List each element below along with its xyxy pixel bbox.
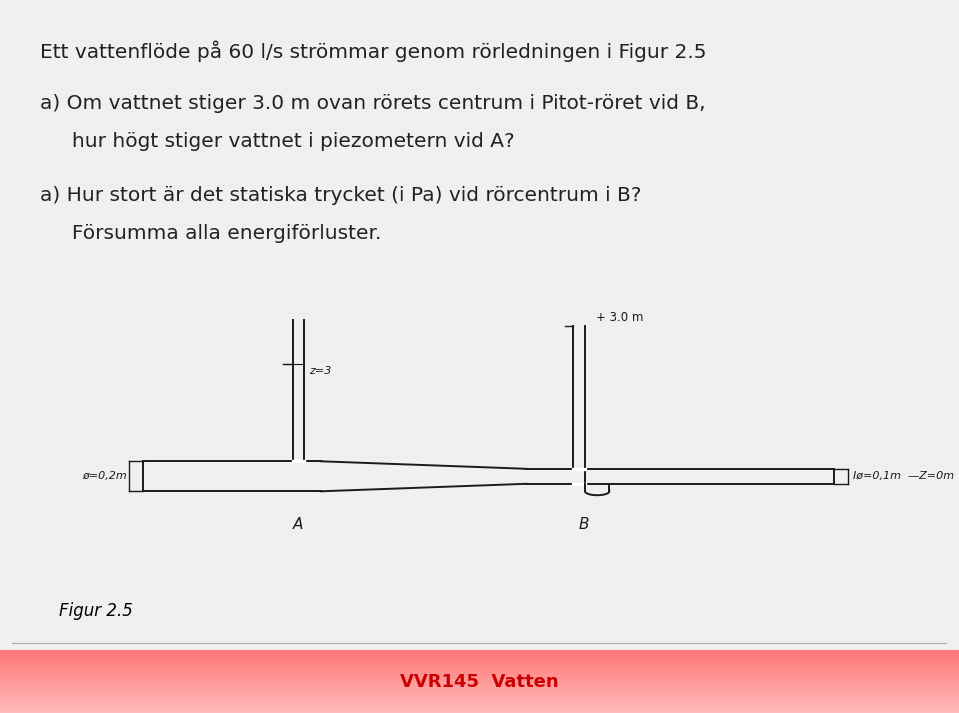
Text: Figur 2.5: Figur 2.5 — [59, 602, 133, 620]
Text: hur högt stiger vattnet i piezometern vid A?: hur högt stiger vattnet i piezometern vi… — [40, 132, 515, 151]
Text: + 3.0 m: + 3.0 m — [596, 311, 643, 324]
Text: z=3: z=3 — [309, 366, 331, 376]
Text: VVR145  Vatten: VVR145 Vatten — [400, 672, 559, 691]
Text: a) Hur stort är det statiska trycket (i Pa) vid rörcentrum i B?: a) Hur stort är det statiska trycket (i … — [40, 186, 642, 205]
Text: A: A — [293, 517, 303, 532]
Text: Ett vattenflöde på 60 l/s strömmar genom rörledningen i Figur 2.5: Ett vattenflöde på 60 l/s strömmar genom… — [40, 40, 707, 62]
Text: a) Om vattnet stiger 3.0 m ovan rörets centrum i Pitot-röret vid B,: a) Om vattnet stiger 3.0 m ovan rörets c… — [40, 94, 706, 113]
Text: Försumma alla energiförluster.: Försumma alla energiförluster. — [40, 224, 382, 243]
Text: ø=0,2m: ø=0,2m — [82, 471, 128, 481]
Text: Iø=0,1m  —Z=0m: Iø=0,1m —Z=0m — [854, 471, 954, 481]
Text: B: B — [578, 517, 589, 532]
